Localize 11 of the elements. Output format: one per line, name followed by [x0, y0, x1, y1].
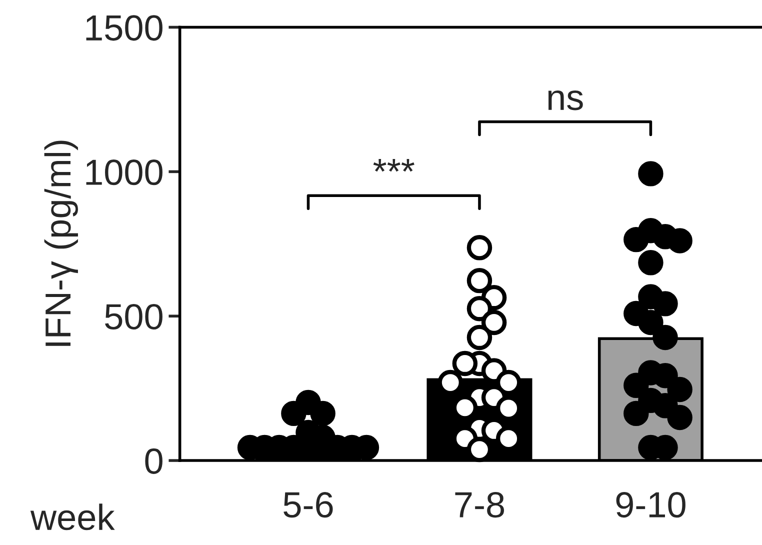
x-tick-label: 9-10: [616, 492, 686, 518]
x-axis-title: week: [30, 504, 115, 530]
x-tick-label: 5-6: [284, 492, 333, 518]
annotation: ns: [548, 90, 583, 110]
y-tick-label: 0: [145, 448, 162, 474]
annotation: ***: [373, 158, 414, 172]
y-tick-label: 500: [105, 304, 162, 330]
y-tick-label: 1500: [86, 15, 162, 41]
x-tick-label: 7-8: [455, 492, 504, 518]
y-axis-title: IFN-γ (pg/ml): [44, 140, 78, 346]
y-tick-label: 1000: [86, 160, 162, 186]
